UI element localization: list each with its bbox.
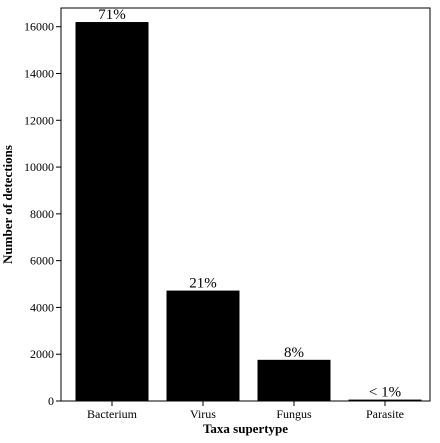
y-tick-label: 16000 <box>24 20 54 34</box>
y-tick-label: 0 <box>48 394 54 408</box>
bar-virus <box>166 290 240 401</box>
data-label-fungus: 8% <box>284 345 304 361</box>
x-tick-label: Parasite <box>366 407 404 421</box>
data-labels: 71% 21% 8% < 1% <box>98 7 401 401</box>
x-tick-label: Virus <box>190 407 216 421</box>
x-axis-title: Taxa supertype <box>203 421 288 436</box>
y-tick-label: 2000 <box>30 347 54 361</box>
plot-frame <box>60 7 431 402</box>
y-tick-label: 12000 <box>24 113 54 127</box>
plot-border <box>60 7 431 402</box>
x-tick-label: Bacterium <box>87 407 138 421</box>
y-tick-label: 14000 <box>24 67 54 81</box>
y-tick-label: 4000 <box>30 300 54 314</box>
y-tick-label: 8000 <box>30 207 54 221</box>
y-axis-title: Number of detections <box>0 145 15 264</box>
x-axis-ticks: Bacterium Virus Fungus Parasite <box>87 401 404 421</box>
bar-bacterium <box>75 22 149 402</box>
y-tick-label: 6000 <box>30 254 54 268</box>
y-axis-ticks: 0 2000 4000 6000 8000 10000 12000 14000 16000 <box>24 20 61 408</box>
x-tick-label: Fungus <box>276 407 312 421</box>
bars <box>75 22 422 402</box>
y-tick-label: 10000 <box>24 160 54 174</box>
bar-parasite <box>348 399 422 401</box>
bar-fungus <box>257 359 331 401</box>
data-label-parasite: < 1% <box>369 385 401 401</box>
data-label-bacterium: 71% <box>98 7 126 23</box>
data-label-virus: 21% <box>189 276 217 292</box>
